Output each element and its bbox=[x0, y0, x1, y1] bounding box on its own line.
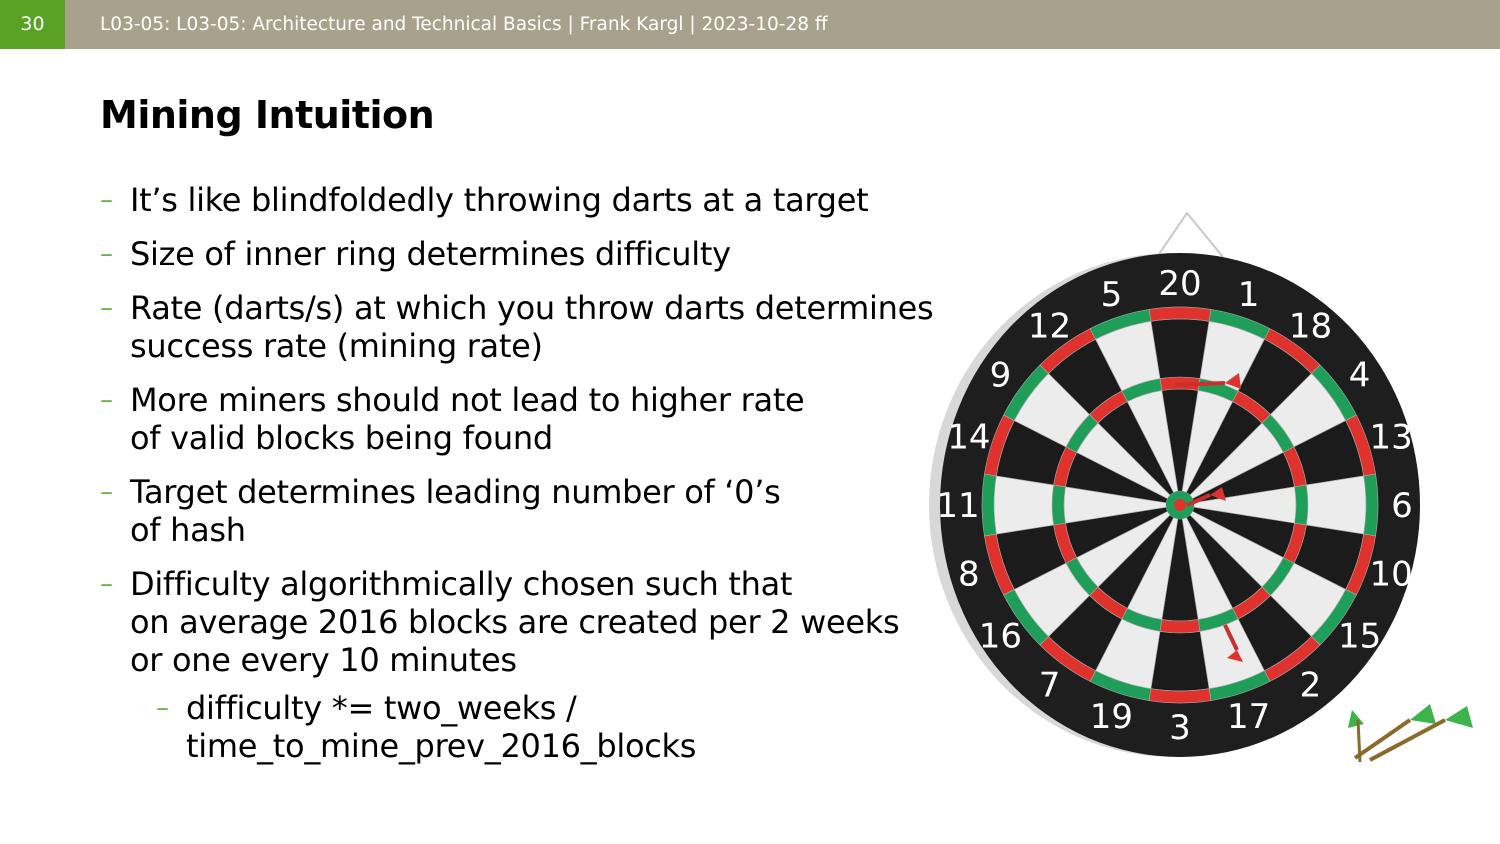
board-segment bbox=[1089, 309, 1152, 340]
bullet-text: Target determines leading number of ‘0’s… bbox=[130, 473, 781, 549]
bullet-item: – Size of inner ring determines difficult… bbox=[100, 235, 940, 273]
board-segment bbox=[1150, 318, 1210, 379]
slide-number: 30 bbox=[0, 0, 65, 49]
board-segment bbox=[1148, 306, 1212, 322]
board-number: 12 bbox=[1028, 306, 1071, 346]
bullseye bbox=[1174, 499, 1186, 511]
board-number: 14 bbox=[947, 417, 990, 457]
bullet-list: – It’s like blindfoldedly throwing darts … bbox=[100, 181, 940, 781]
slide-title: Mining Intuition bbox=[100, 93, 435, 137]
board-segment bbox=[1294, 484, 1309, 526]
board-number: 19 bbox=[1090, 697, 1133, 737]
board-segment bbox=[1306, 475, 1367, 535]
board-segment bbox=[993, 475, 1054, 535]
dart-icon bbox=[1186, 487, 1226, 507]
board-number: 18 bbox=[1289, 306, 1332, 346]
sub-bullet-item: – difficulty *= two_weeks / time_to_mine_… bbox=[156, 689, 940, 765]
bullet-text: It’s like blindfoldedly throwing darts a… bbox=[130, 181, 869, 219]
bullet-item: – Rate (darts/s) at which you throw darts… bbox=[100, 289, 940, 365]
board-number: 15 bbox=[1338, 616, 1381, 656]
board-number: 9 bbox=[990, 356, 1012, 396]
dash-icon: – bbox=[100, 569, 113, 599]
bullet-item: – More miners should not lead to higher r… bbox=[100, 381, 940, 457]
hanger-wire bbox=[1156, 211, 1224, 258]
board-segments bbox=[981, 306, 1379, 704]
board-number: 7 bbox=[1039, 666, 1061, 706]
board-number: 3 bbox=[1169, 708, 1191, 748]
board-segment bbox=[981, 473, 997, 537]
board-number: 10 bbox=[1370, 555, 1413, 595]
bullet-text: Size of inner ring determines difficulty bbox=[130, 235, 731, 273]
dash-icon: – bbox=[100, 385, 113, 415]
bullet-text: Difficulty algorithmically chosen such t… bbox=[130, 565, 900, 679]
dart-icon bbox=[1223, 624, 1243, 662]
board-segment bbox=[1051, 484, 1066, 526]
board-number: 1 bbox=[1238, 275, 1260, 315]
spare-darts-icon bbox=[1348, 704, 1473, 763]
board-number: 6 bbox=[1391, 486, 1413, 526]
bullet-text: Rate (darts/s) at which you throw darts … bbox=[130, 289, 934, 365]
board-segment bbox=[1148, 688, 1212, 704]
bullet-item: – Difficulty algorithmically chosen such … bbox=[100, 565, 940, 679]
dart-icon bbox=[1174, 373, 1241, 389]
dash-icon: – bbox=[100, 293, 113, 323]
board-segment bbox=[1150, 631, 1210, 692]
board-number: 11 bbox=[936, 486, 979, 526]
bullet-item: – It’s like blindfoldedly throwing darts … bbox=[100, 181, 940, 219]
board-number: 2 bbox=[1300, 666, 1322, 706]
board-number: 16 bbox=[979, 616, 1022, 656]
bullet-text: More miners should not lead to higher ra… bbox=[130, 381, 805, 457]
dash-icon: – bbox=[156, 693, 169, 723]
dartboard-image: 20 1 18 4 13 6 10 15 2 17 3 19 7 16 8 11 149 12 5 bbox=[929, 211, 1420, 757]
dash-icon: – bbox=[100, 477, 113, 507]
board-number: 17 bbox=[1227, 697, 1270, 737]
board-segment bbox=[1363, 473, 1379, 537]
dash-icon: – bbox=[100, 239, 113, 269]
board-number: 13 bbox=[1370, 417, 1413, 457]
dash-icon: – bbox=[100, 185, 113, 215]
board-number: 5 bbox=[1101, 275, 1123, 315]
board-number: 8 bbox=[958, 555, 980, 595]
bullet-text: difficulty *= two_weeks / time_to_mine_p… bbox=[186, 689, 697, 765]
board-segment bbox=[1159, 619, 1201, 634]
board-numbers: 20 1 18 4 13 6 10 15 2 17 3 19 7 16 8 11 149 12 5 bbox=[936, 264, 1412, 748]
footer-text: L03-05: L03-05: Architecture and Technic… bbox=[100, 14, 828, 35]
header-bar: 30 L03-05: L03-05: Architecture and Tech… bbox=[0, 0, 1500, 49]
board-number: 4 bbox=[1349, 356, 1371, 396]
bullet-item: – Target determines leading number of ‘0’… bbox=[100, 473, 940, 549]
board-number: 20 bbox=[1158, 264, 1201, 304]
